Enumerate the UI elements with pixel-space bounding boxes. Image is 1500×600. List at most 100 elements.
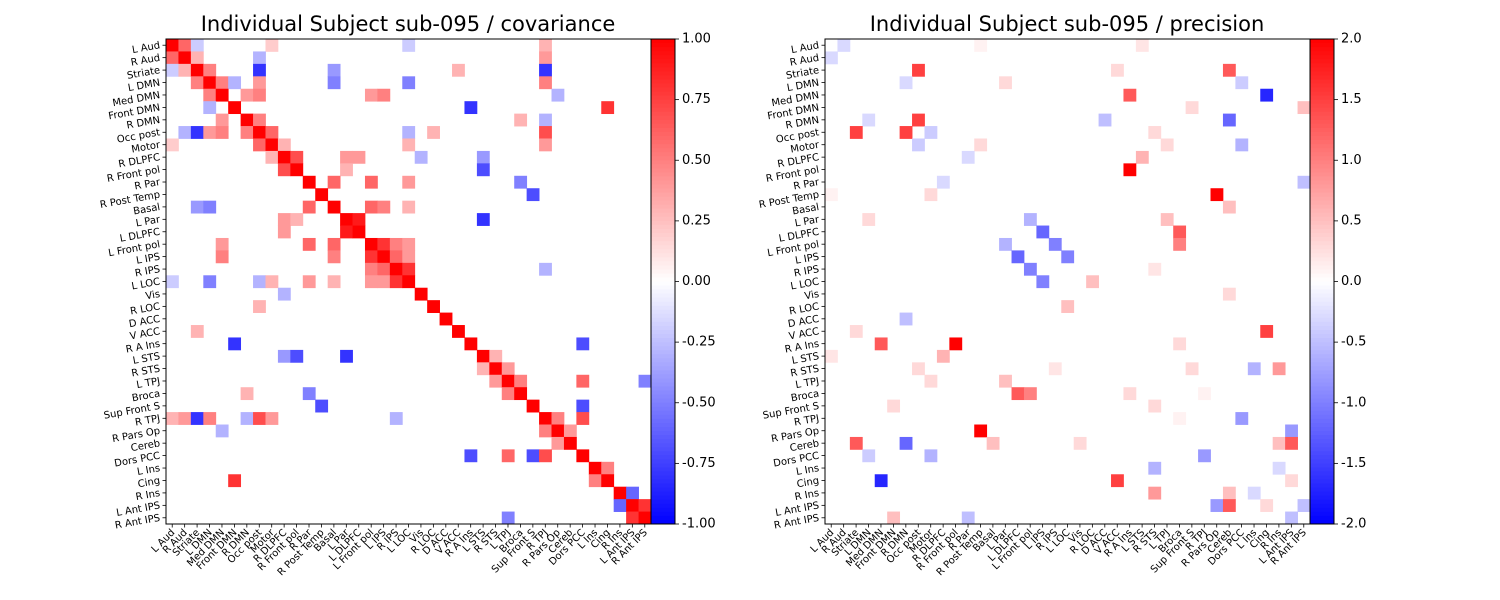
colorbar-tick-label: -0.50 xyxy=(682,395,716,410)
colorbar-gradient-step xyxy=(651,503,675,509)
heatmap-cell xyxy=(539,138,552,152)
colorbar-gradient-step xyxy=(1310,200,1334,206)
colorbar-gradient-step xyxy=(651,212,675,218)
colorbar-gradient-step xyxy=(651,459,675,464)
heatmap-cell xyxy=(277,225,291,239)
heatmap-cell xyxy=(1235,412,1249,425)
heatmap-cell xyxy=(476,349,490,363)
heatmap-cell xyxy=(924,449,938,463)
heatmap-cell xyxy=(825,51,838,65)
y-tick-label: L Par xyxy=(135,214,162,229)
heatmap-cell xyxy=(539,424,552,438)
colorbar-gradient-step xyxy=(1310,136,1334,141)
y-tick-label: R IPS xyxy=(793,264,820,279)
heatmap-cell xyxy=(464,101,478,115)
heatmap-cell xyxy=(638,374,652,388)
heatmap-cell xyxy=(414,150,428,164)
colorbar-gradient-step xyxy=(1310,180,1334,185)
heatmap-cell xyxy=(1011,250,1025,264)
heatmap-cell xyxy=(166,51,179,65)
colorbar-gradient-step xyxy=(651,301,675,307)
heatmap-cell xyxy=(340,213,353,226)
heatmap-cell xyxy=(166,412,179,425)
heatmap-cell xyxy=(601,101,615,115)
heatmap-cell xyxy=(327,200,341,214)
heatmap-cell xyxy=(215,424,229,438)
colorbar-gradient-step xyxy=(1310,71,1334,76)
heatmap-cell xyxy=(1061,250,1075,264)
colorbar-gradient-step xyxy=(651,67,675,72)
heatmap-cell xyxy=(489,374,503,388)
colorbar-gradient-step xyxy=(651,220,675,226)
colorbar-gradient-step xyxy=(651,483,675,489)
heatmap-cell xyxy=(1148,399,1162,413)
heatmap-cell xyxy=(613,499,627,512)
colorbar-gradient-step xyxy=(651,366,675,371)
heatmap-cell xyxy=(190,63,204,77)
colorbar-gradient-step xyxy=(651,168,675,173)
colorbar-gradient-step xyxy=(1310,253,1334,258)
heatmap-cell xyxy=(1098,113,1112,127)
colorbar-gradient-step xyxy=(651,127,675,133)
heatmap-cell xyxy=(961,511,975,525)
y-tick-label: Broca xyxy=(790,388,820,404)
heatmap-cell xyxy=(1272,461,1286,475)
heatmap-cell xyxy=(364,200,378,214)
heatmap-cell xyxy=(551,436,565,450)
heatmap-cell xyxy=(613,486,627,500)
colorbar-gradient-step xyxy=(1310,394,1334,400)
heatmap-cell xyxy=(253,113,266,127)
y-tick-label: L LOC xyxy=(790,277,820,293)
heatmap-cell xyxy=(228,337,242,351)
heatmap-cell xyxy=(825,349,838,363)
heatmap-cell xyxy=(352,225,366,239)
colorbar-gradient-step xyxy=(651,184,675,190)
heatmap-cell xyxy=(1123,387,1137,401)
colorbar-gradient-step xyxy=(1310,390,1334,396)
colorbar-gradient-step xyxy=(651,297,675,303)
colorbar-gradient-step xyxy=(651,51,675,56)
heatmap-cell xyxy=(166,275,179,289)
heatmap-cell xyxy=(1285,474,1298,488)
colorbar-gradient-step xyxy=(1310,317,1334,323)
heatmap-cell xyxy=(402,200,416,214)
heatmap-cell xyxy=(999,237,1012,251)
heatmap-cell xyxy=(402,39,416,52)
colorbar-gradient-step xyxy=(1310,196,1334,202)
colorbar-gradient-step xyxy=(1310,378,1334,384)
colorbar-gradient-step xyxy=(651,196,675,202)
heatmap-cell xyxy=(402,138,416,152)
heatmap-cell xyxy=(277,150,291,164)
colorbar-gradient-step xyxy=(1310,140,1334,145)
y-tick-label: L Par xyxy=(794,214,821,229)
heatmap-cell xyxy=(439,312,453,326)
colorbar-gradient-step xyxy=(651,519,675,525)
colorbar-gradient-step xyxy=(1310,241,1334,246)
heatmap-cell xyxy=(539,63,552,77)
colorbar-gradient-step xyxy=(1310,402,1334,408)
heatmap-cell xyxy=(402,275,416,289)
colorbar-gradient-step xyxy=(651,507,675,513)
colorbar-gradient-step xyxy=(651,358,675,363)
colorbar-gradient-step xyxy=(651,228,675,234)
colorbar-gradient-step xyxy=(1310,269,1334,274)
y-tick-label: Motor xyxy=(131,140,162,156)
heatmap-cell xyxy=(514,387,528,401)
colorbar-gradient-step xyxy=(651,317,675,323)
colorbar-gradient-step xyxy=(651,406,675,412)
colorbar-gradient-step xyxy=(651,111,675,117)
colorbar-gradient-step xyxy=(1310,111,1334,117)
heatmap-cell xyxy=(986,436,1000,450)
colorbar-gradient-step xyxy=(1310,313,1334,319)
colorbar-gradient-step xyxy=(651,386,675,392)
colorbar-gradient-step xyxy=(1310,119,1334,125)
colorbar-gradient-step xyxy=(651,346,675,351)
colorbar-gradient-step xyxy=(651,515,675,521)
heatmap-cell xyxy=(377,262,391,276)
colorbar-gradient-step xyxy=(651,511,675,517)
colorbar-gradient-step xyxy=(1310,204,1334,210)
heatmap-cell xyxy=(601,461,615,475)
colorbar-gradient-step xyxy=(651,144,675,149)
heatmap-cell xyxy=(949,337,963,351)
heatmap-cell xyxy=(290,150,304,164)
